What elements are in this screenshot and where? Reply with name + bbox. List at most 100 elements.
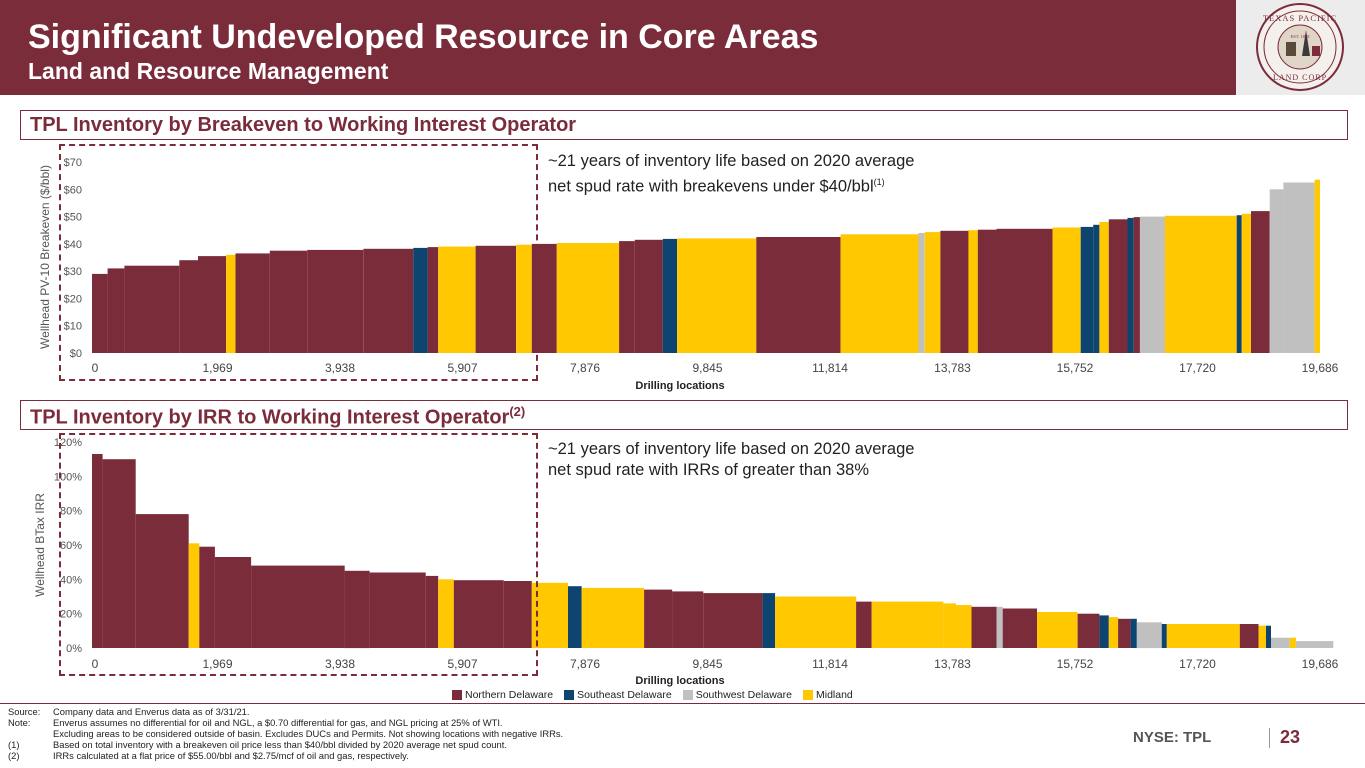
- bar-segment: [1239, 624, 1259, 648]
- page-subtitle: Land and Resource Management: [28, 58, 389, 84]
- footnote-row: Source: Company data and Enverus data as …: [8, 706, 563, 717]
- footnote-row: (1) Based on total inventory with a break…: [8, 739, 563, 750]
- y-tick-label: 20%: [60, 609, 82, 621]
- bar-segment: [198, 256, 227, 353]
- y-tick-label: $50: [64, 212, 82, 224]
- x-tick-label: 3,938: [325, 657, 355, 671]
- bar-segment: [581, 587, 645, 648]
- bar-segment: [369, 572, 426, 648]
- footnotes: Source: Company data and Enverus data as …: [8, 706, 563, 761]
- bar-segment: [762, 593, 776, 648]
- footnote-key: (2): [8, 750, 20, 761]
- bar-segment: [1269, 189, 1284, 353]
- bar-segment: [438, 579, 454, 648]
- bar-segment: [924, 232, 941, 353]
- logo-text-top: TEXAS PACIFIC: [1263, 13, 1337, 23]
- chart-legend: Northern Delaware Southeast Delaware South…: [452, 689, 864, 701]
- bar-segment: [971, 606, 997, 648]
- bar-segment: [226, 254, 236, 353]
- bar-segment: [107, 268, 125, 353]
- legend-swatch: [682, 690, 693, 700]
- bar-segment: [1099, 222, 1109, 353]
- bar-segment: [1140, 216, 1165, 353]
- bar-segment: [556, 243, 620, 353]
- bar-segment: [425, 575, 439, 648]
- legend-item: Midland: [803, 689, 853, 701]
- breakeven-annotation-line2: net spud rate with breakevens under $40/…: [548, 177, 874, 196]
- y-tick-label: $60: [64, 184, 82, 196]
- legend-swatch: [564, 690, 575, 700]
- irr-section-title-wrap: TPL Inventory by IRR to Working Interest…: [30, 404, 525, 430]
- bar-segment: [427, 247, 439, 353]
- bar-segment: [1161, 624, 1167, 648]
- x-tick-label: 17,720: [1179, 657, 1216, 671]
- bar-segment: [1037, 612, 1078, 648]
- legend-label: Southwest Delaware: [695, 689, 792, 701]
- bar-segment: [1251, 211, 1270, 353]
- bar-segment: [531, 243, 557, 353]
- bar-segment: [1080, 226, 1094, 353]
- legend-item: Southeast Delaware: [564, 689, 672, 701]
- irr-highlight-box: [59, 433, 538, 676]
- y-tick-label: 40%: [60, 574, 82, 586]
- bar-segment: [413, 247, 428, 353]
- footer-divider: [0, 703, 1365, 704]
- company-logo: TEXAS PACIFIC EST. 1888 LAND CORP: [1256, 3, 1344, 91]
- bar-segment: [188, 543, 200, 648]
- x-tick-label: 7,876: [570, 657, 600, 671]
- breakeven-section-header: TPL Inventory by Breakeven to Working In…: [20, 110, 1348, 140]
- footnote-key: Source:: [8, 706, 41, 717]
- bar-segment: [672, 591, 704, 648]
- bar-segment: [214, 557, 252, 648]
- footnote-key: Note:: [8, 717, 31, 728]
- bar-segment: [1164, 215, 1237, 353]
- bar-segment: [1052, 227, 1081, 353]
- footnote-row: (2) IRRs calculated at a flat price of $5…: [8, 750, 563, 761]
- bar-segment: [977, 229, 997, 353]
- bar-segment: [135, 514, 189, 648]
- bar-segment: [251, 565, 345, 648]
- bar-segment: [363, 248, 414, 353]
- x-tick-label: 3,938: [325, 361, 355, 375]
- bar-segment: [344, 570, 370, 649]
- breakeven-annotation-line1: ~21 years of inventory life based on 202…: [548, 152, 915, 170]
- logo-text-bottom: LAND CORP: [1273, 73, 1327, 82]
- bar-segment: [1271, 637, 1290, 648]
- legend-item: Southwest Delaware: [682, 689, 792, 701]
- irr-annotation-line1: ~21 years of inventory life based on 202…: [548, 440, 915, 458]
- bar-segment: [1283, 182, 1315, 353]
- bar-segment: [940, 230, 969, 353]
- x-tick-label: 13,783: [934, 657, 971, 671]
- bar-segment: [199, 546, 215, 648]
- bar-segment: [943, 603, 956, 648]
- bar-segment: [1077, 613, 1100, 648]
- bar-segment: [102, 459, 136, 648]
- footnote-row: Note: Enverus assumes no differential for…: [8, 717, 563, 728]
- bar-segment: [662, 238, 678, 353]
- y-tick-label: 0%: [66, 643, 82, 655]
- y-axis-title: Wellhead BTax IRR: [33, 493, 47, 597]
- x-tick-label: 9,845: [692, 361, 722, 375]
- bar-segment: [235, 253, 270, 353]
- x-tick-label: 15,752: [1057, 361, 1094, 375]
- bar-segment: [1108, 617, 1119, 648]
- bar-segment: [1133, 217, 1140, 353]
- page-title: Significant Undeveloped Resource in Core…: [28, 18, 819, 56]
- irr-chart: 0%20%40%60%80%100%120%0 1,969 3,938 5,907 7,…: [33, 437, 1339, 687]
- bar-segment: [1108, 219, 1128, 353]
- breakeven-chart: $0 $10 $20 $30 $40 $50 $60 $70 0 1,969 3,938 5,907 7…: [38, 157, 1339, 392]
- y-tick-label: 80%: [60, 506, 82, 518]
- ticker-label: NYSE: TPL: [1133, 729, 1212, 746]
- breakeven-section-title: TPL Inventory by Breakeven to Working In…: [30, 114, 577, 136]
- y-axis-title: Wellhead PV-10 Breakeven ($/bbl): [38, 165, 52, 349]
- y-tick-label: $20: [64, 293, 82, 305]
- bar-segment: [1241, 213, 1252, 353]
- bar-segment: [996, 228, 1053, 353]
- x-tick-label: 5,907: [447, 657, 477, 671]
- x-tick-label: 15,752: [1057, 657, 1094, 671]
- bar-segment: [956, 605, 972, 648]
- bar-segment: [1136, 622, 1162, 649]
- x-tick-label: 9,845: [692, 657, 722, 671]
- legend-swatch: [452, 690, 462, 700]
- breakeven-annotation-footnote-ref: (1): [873, 177, 885, 187]
